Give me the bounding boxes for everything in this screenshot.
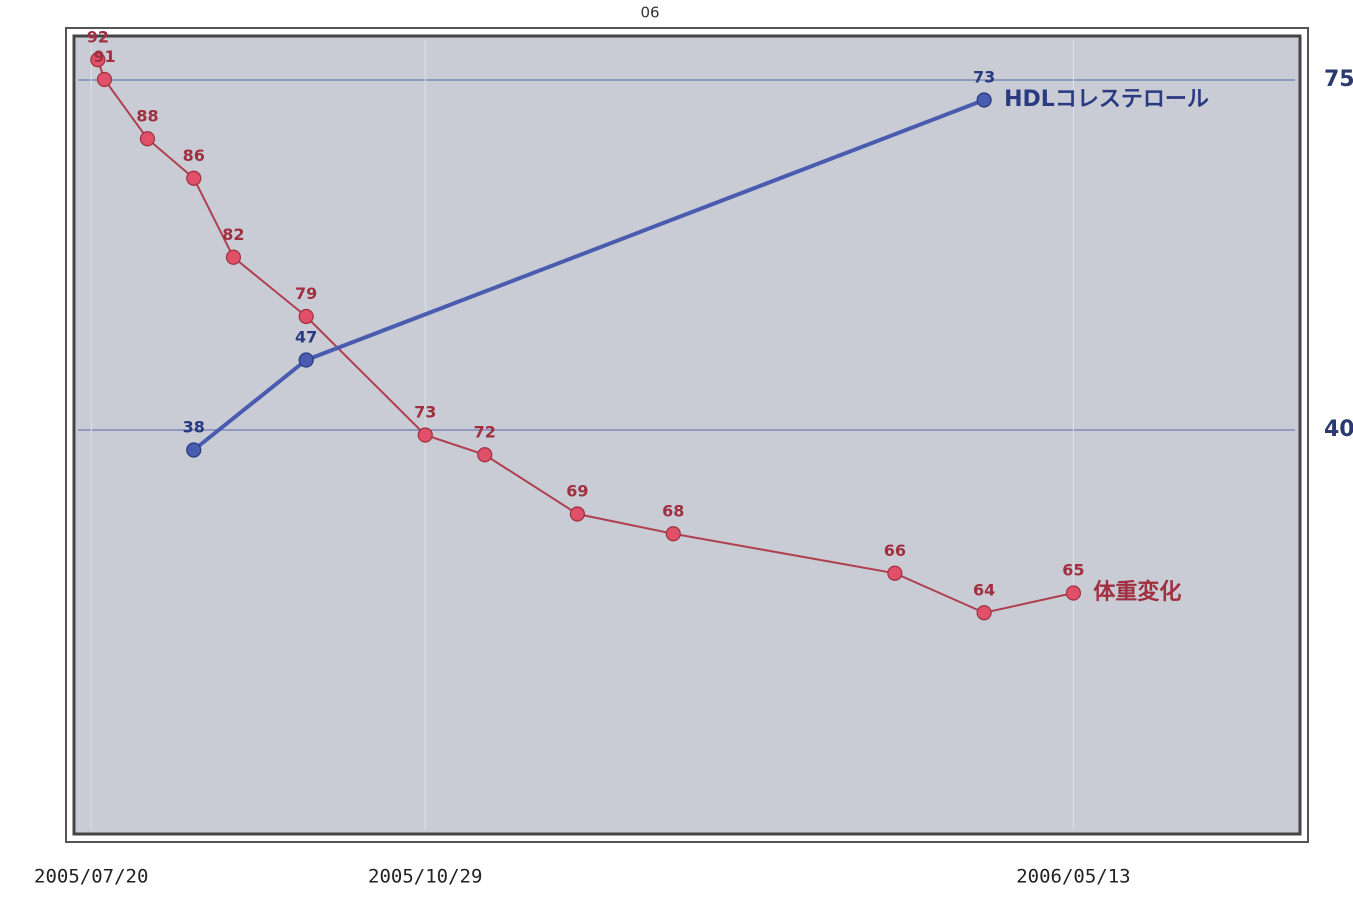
- data-label: 88: [136, 106, 158, 125]
- outer-frame: [65, 27, 1309, 843]
- point: [976, 605, 992, 621]
- point: [569, 506, 585, 522]
- point: [976, 92, 992, 108]
- point: [139, 131, 156, 147]
- point: [887, 565, 903, 581]
- data-label: 65: [1062, 561, 1084, 580]
- data-label: 92: [87, 27, 109, 46]
- data-label: 79: [295, 284, 317, 303]
- point: [225, 249, 242, 265]
- point: [417, 427, 433, 443]
- point: [90, 52, 106, 68]
- data-label: 73: [973, 68, 995, 87]
- point: [477, 447, 493, 463]
- data-label: 86: [183, 146, 205, 165]
- annotation: 06: [640, 4, 659, 22]
- data-label: 47: [295, 328, 317, 347]
- data-label: 66: [884, 541, 906, 560]
- plot-area: [72, 34, 1302, 836]
- data-label: 64: [973, 580, 995, 599]
- series-label: HDLコレステロール: [1004, 87, 1209, 112]
- point: [186, 442, 202, 458]
- y2-tick-label: 75: [1324, 67, 1353, 92]
- data-label: 91: [93, 47, 115, 66]
- series-label: 体重変化: [1093, 579, 1181, 605]
- data-label: 38: [183, 418, 205, 437]
- point: [298, 352, 314, 368]
- data-label: 69: [566, 482, 588, 501]
- point: [298, 308, 314, 325]
- point: [665, 526, 681, 542]
- x-tick-label: 2006/05/13: [1016, 866, 1130, 888]
- x-tick-label: 2005/07/20: [34, 866, 148, 888]
- data-label: 73: [414, 403, 436, 422]
- data-label: 72: [474, 422, 496, 441]
- data-label: 82: [222, 225, 244, 244]
- x-tick-label: 2005/10/29: [368, 866, 482, 888]
- point: [96, 71, 113, 88]
- y2-tick-label: 40: [1324, 417, 1353, 442]
- point: [1065, 585, 1082, 601]
- data-label: 68: [662, 501, 684, 520]
- point: [186, 170, 202, 186]
